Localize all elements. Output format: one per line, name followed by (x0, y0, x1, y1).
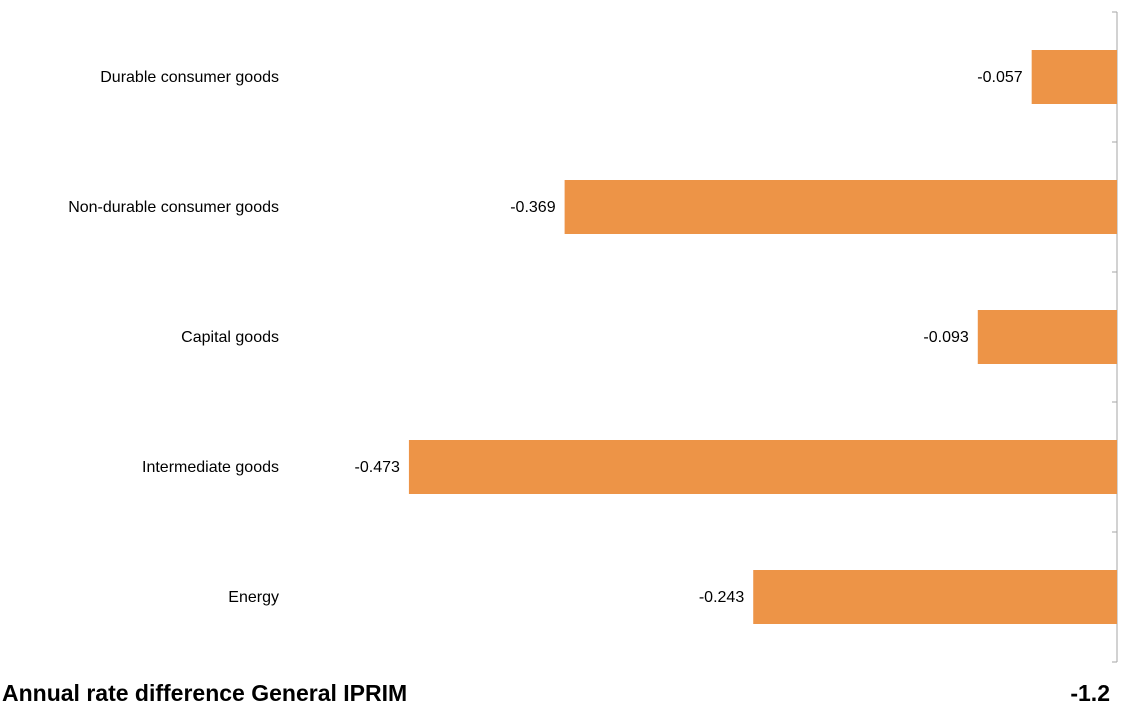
category-label: Non-durable consumer goods (68, 199, 279, 216)
data-label: -0.369 (510, 199, 555, 216)
data-labels: -0.057 -0.369 -0.093 -0.473 -0.243 (355, 69, 1023, 606)
category-labels: Durable consumer goods Non-durable consum… (68, 69, 279, 606)
bar (977, 310, 1117, 364)
category-label: Durable consumer goods (100, 69, 279, 86)
category-label: Intermediate goods (142, 459, 279, 476)
data-label: -0.473 (355, 459, 400, 476)
bars (408, 50, 1117, 624)
bar (408, 440, 1117, 494)
data-label: -0.093 (923, 329, 968, 346)
bar (564, 180, 1117, 234)
bar (1031, 50, 1117, 104)
bar-chart: Durable consumer goods Non-durable consum… (68, 11, 1118, 663)
category-label: Capital goods (181, 329, 279, 346)
data-label: -0.057 (977, 69, 1022, 86)
data-label: -0.243 (699, 589, 744, 606)
summary-row: Annual rate difference General IPRIM -1.… (0, 672, 1128, 712)
category-label: Energy (228, 589, 279, 606)
bar (753, 570, 1117, 624)
summary-value: -1.2 (1070, 680, 1110, 706)
summary-label: Annual rate difference General IPRIM (2, 680, 408, 706)
